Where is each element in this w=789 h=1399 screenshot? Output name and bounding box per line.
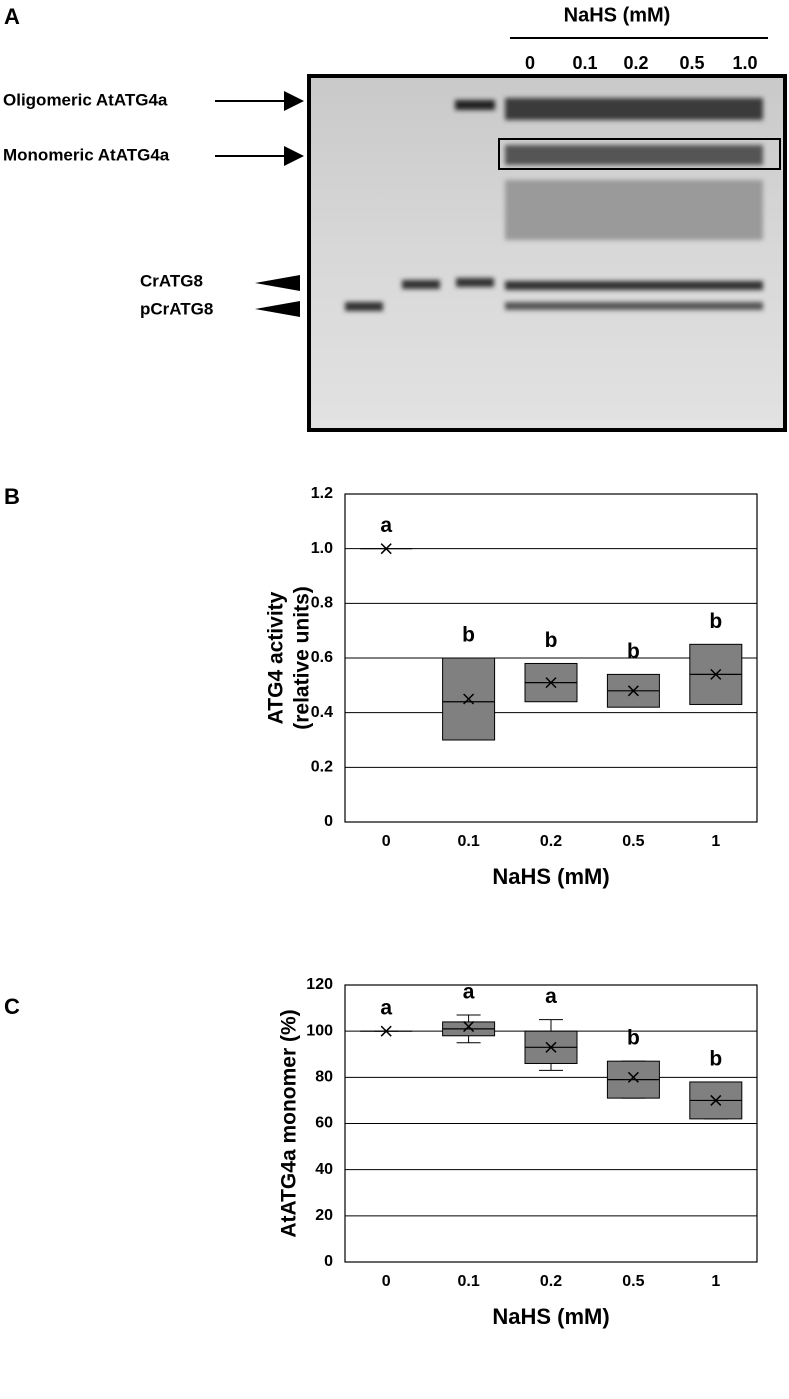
y-tick-label: 60 xyxy=(315,1115,333,1132)
panel-letter: A xyxy=(4,4,20,29)
y-tick-label: 80 xyxy=(315,1069,333,1086)
y-tick-label: 1.2 xyxy=(311,485,333,502)
mean-marker xyxy=(710,668,722,680)
significance-letter: b xyxy=(709,1047,722,1070)
mean-marker xyxy=(627,685,639,697)
significance-letter: a xyxy=(380,997,392,1020)
band-labels: Oligomeric AtATG4a Monomeric AtATG4a CrA… xyxy=(3,90,213,318)
significance-letter: b xyxy=(462,624,475,647)
mean-marker xyxy=(545,677,557,689)
mean-marker xyxy=(380,543,392,555)
y-tick-label: 0 xyxy=(324,813,333,830)
arrowhead xyxy=(255,301,300,317)
mean-marker xyxy=(463,1021,475,1033)
y-axis-title: AtATG4a monomer (%) xyxy=(278,1009,301,1237)
y-axis-title: ATG4 activity xyxy=(265,591,288,724)
band-label: Oligomeric AtATG4a xyxy=(3,90,168,109)
panel-letter: B xyxy=(4,484,20,509)
mean-marker xyxy=(380,1025,392,1037)
lane-label: 0.1 xyxy=(572,53,597,73)
band-label: pCrATG8 xyxy=(140,299,213,318)
mean-marker xyxy=(710,1094,722,1106)
y-tick-label: 100 xyxy=(306,1022,333,1039)
lane-label: 0.5 xyxy=(679,53,704,73)
mean-marker xyxy=(463,693,475,705)
gel xyxy=(307,74,787,432)
treatment-label: NaHS (mM) xyxy=(564,4,671,26)
y-tick-label: 1.0 xyxy=(311,540,333,557)
lane-labels: 0 0.1 0.2 0.5 1.0 xyxy=(525,53,758,73)
x-axis-title: NaHS (mM) xyxy=(492,864,609,889)
significance-letter: a xyxy=(380,514,392,537)
band-label: Monomeric AtATG4a xyxy=(3,145,170,164)
arrowhead xyxy=(255,275,300,291)
y-tick-label: 0 xyxy=(324,1253,333,1270)
mean-marker xyxy=(627,1071,639,1083)
significance-letter: b xyxy=(627,640,640,663)
mean-marker xyxy=(545,1041,557,1053)
x-tick-label: 0.1 xyxy=(457,833,479,850)
significance-letter: a xyxy=(545,985,557,1008)
y-tick-label: 40 xyxy=(315,1161,333,1178)
x-tick-label: 0.5 xyxy=(622,833,644,850)
x-tick-label: 0 xyxy=(382,1273,391,1290)
y-tick-label: 0.4 xyxy=(311,704,333,721)
significance-letter: b xyxy=(627,1027,640,1050)
x-tick-label: 0 xyxy=(382,833,391,850)
y-tick-label: 0.6 xyxy=(311,649,333,666)
y-tick-label: 20 xyxy=(315,1207,333,1224)
plot-frame xyxy=(344,493,758,823)
x-tick-label: 1 xyxy=(711,833,720,850)
y-tick-label: 0.8 xyxy=(311,595,333,612)
x-tick-label: 0.2 xyxy=(540,1273,562,1290)
x-tick-label: 0.2 xyxy=(540,833,562,850)
lane-label: 0.2 xyxy=(623,53,648,73)
significance-letter: a xyxy=(463,981,475,1004)
y-tick-label: 0.2 xyxy=(311,759,333,776)
significance-letter: b xyxy=(709,610,722,633)
x-tick-label: 0.1 xyxy=(457,1273,479,1290)
lane-label: 0 xyxy=(525,53,535,73)
x-axis-title: NaHS (mM) xyxy=(492,1304,609,1329)
x-tick-label: 0.5 xyxy=(622,1273,644,1290)
significance-letter: b xyxy=(545,629,558,652)
x-tick-label: 1 xyxy=(711,1273,720,1290)
lane-label: 1.0 xyxy=(732,53,757,73)
band-label: CrATG8 xyxy=(140,271,203,290)
plot-frame xyxy=(344,984,758,1263)
y-tick-label: 120 xyxy=(306,976,333,993)
panel-letter: C xyxy=(4,994,20,1019)
y-axis-title: (relative units) xyxy=(291,586,314,730)
